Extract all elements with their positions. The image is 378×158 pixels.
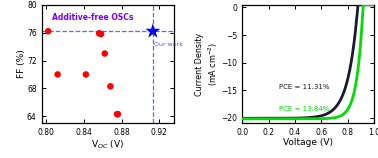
Y-axis label: Current Density
(mA cm$^{-2}$): Current Density (mA cm$^{-2}$) [195,32,220,96]
X-axis label: V$_{OC}$ (V): V$_{OC}$ (V) [91,139,124,151]
Point [98,33,104,35]
Point [54,73,60,76]
Point [102,52,108,55]
Text: PCE = 11.31%: PCE = 11.31% [279,84,330,90]
Point [115,113,121,115]
Y-axis label: FF (%): FF (%) [17,50,26,78]
Text: PCE = 13.84%: PCE = 13.84% [279,106,330,112]
Point [96,32,102,35]
Point [107,85,113,88]
Text: Our work: Our work [154,42,183,47]
Point [114,113,120,115]
Point [150,30,156,33]
Point [83,73,89,76]
Point [45,30,51,33]
Text: Additive-free OSCs: Additive-free OSCs [52,13,133,22]
X-axis label: Voltage (V): Voltage (V) [283,139,333,147]
